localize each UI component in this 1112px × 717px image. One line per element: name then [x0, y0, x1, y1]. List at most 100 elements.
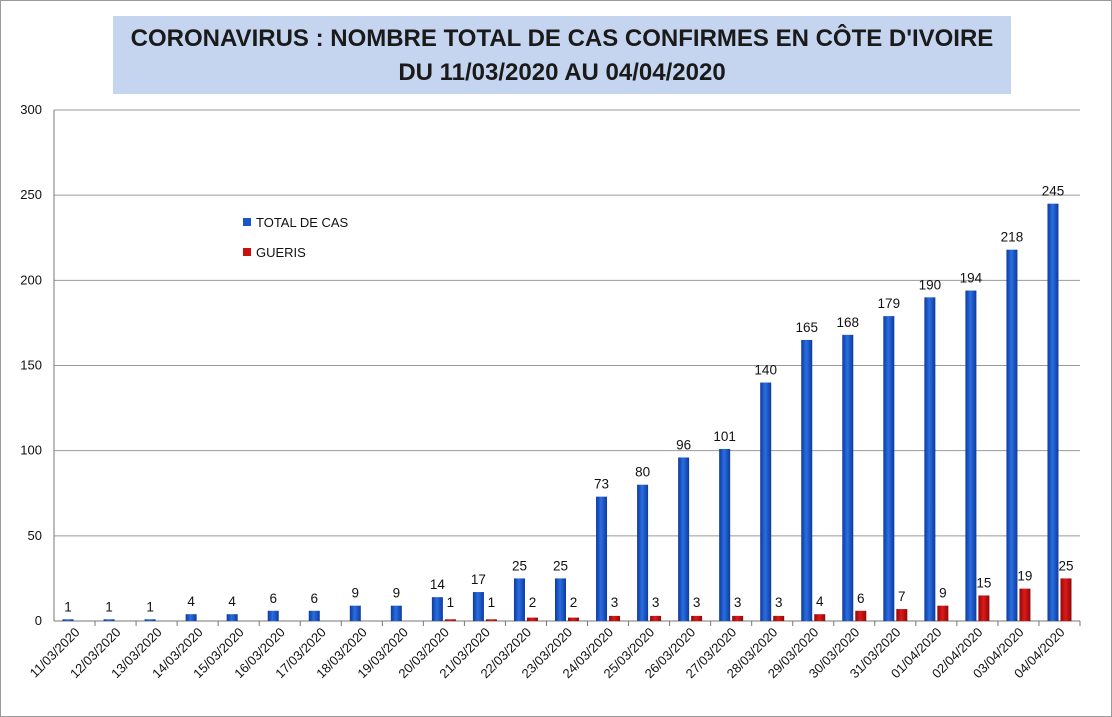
bar-gueris	[732, 615, 744, 621]
data-label-total-de-cas: 9	[393, 586, 401, 601]
data-label-total-de-cas: 4	[228, 594, 236, 609]
data-label-total-de-cas: 14	[430, 577, 446, 592]
data-label-total-de-cas: 1	[64, 599, 72, 614]
bar-total-de-cas	[760, 382, 772, 621]
bar-total-de-cas	[1006, 249, 1018, 621]
data-label-total-de-cas: 25	[553, 558, 568, 573]
x-axis: 11/03/202012/03/202013/03/202014/03/2020…	[27, 621, 1081, 681]
title-line-2: DU 11/03/2020 AU 04/04/2020	[398, 59, 726, 86]
bar-total-de-cas	[472, 592, 484, 621]
data-label-total-de-cas: 168	[837, 315, 860, 330]
y-tick-label: 0	[35, 613, 42, 628]
bar-gueris	[814, 614, 826, 621]
bar-gueris	[609, 615, 621, 621]
chart-title: CORONAVIRUS : NOMBRE TOTAL DE CAS CONFIR…	[113, 16, 1011, 94]
bar-total-de-cas	[965, 290, 977, 621]
data-label-total-de-cas: 190	[919, 277, 942, 292]
bar-gueris	[691, 615, 703, 621]
data-label-total-de-cas: 25	[512, 558, 527, 573]
y-tick-label: 50	[28, 528, 42, 543]
y-tick-label: 300	[20, 102, 42, 117]
legend-swatch	[243, 248, 251, 256]
data-label-total-de-cas: 96	[676, 437, 691, 452]
y-tick-label: 200	[20, 272, 42, 287]
data-label-gueris: 2	[529, 595, 537, 610]
bar-total-de-cas	[267, 610, 279, 621]
bar-gueris	[485, 619, 497, 621]
bar-gueris	[1060, 578, 1072, 621]
data-label-total-de-cas: 245	[1042, 184, 1065, 199]
bar-total-de-cas	[842, 334, 854, 621]
data-label-total-de-cas: 17	[471, 572, 486, 587]
bar-gueris	[896, 609, 908, 621]
data-label-total-de-cas: 6	[311, 591, 319, 606]
data-label-total-de-cas: 6	[269, 591, 277, 606]
bar-gueris	[978, 595, 990, 621]
bar-total-de-cas	[226, 614, 238, 621]
bar-total-de-cas	[513, 578, 525, 621]
legend-label: TOTAL DE CAS	[256, 215, 349, 230]
bar-total-de-cas	[555, 578, 566, 621]
data-label-gueris: 3	[734, 595, 742, 610]
data-label-gueris: 3	[775, 595, 783, 610]
bar-gueris	[1019, 588, 1031, 621]
data-label-total-de-cas: 4	[187, 594, 195, 609]
legend-swatch	[243, 218, 251, 226]
bar-total-de-cas	[431, 597, 443, 621]
legend: TOTAL DE CAS GUERIS	[243, 215, 349, 260]
bars: 1 1 1 4 4 6 6 9 91411712522527338039631013140316…	[62, 184, 1073, 621]
bar-total-de-cas	[349, 605, 361, 621]
bar-total-de-cas	[62, 619, 74, 621]
gridlines	[54, 109, 1080, 622]
data-label-total-de-cas: 179	[878, 296, 901, 311]
data-label-gueris: 1	[447, 595, 455, 610]
data-label-total-de-cas: 1	[105, 599, 113, 614]
data-label-gueris: 1	[488, 595, 496, 610]
data-label-gueris: 3	[611, 595, 619, 610]
bar-total-de-cas	[308, 610, 320, 621]
data-label-total-de-cas: 73	[594, 477, 609, 492]
y-tick-label: 100	[20, 443, 42, 458]
title-line-1: CORONAVIRUS : NOMBRE TOTAL DE CAS CONFIR…	[130, 25, 994, 52]
bar-gueris	[650, 615, 662, 621]
data-label-gueris: 3	[693, 595, 701, 610]
bar-gueris	[937, 605, 949, 621]
y-tick-label: 250	[20, 187, 42, 202]
data-label-total-de-cas: 194	[960, 271, 983, 286]
bar-total-de-cas	[801, 339, 813, 621]
bar-total-de-cas	[924, 297, 936, 621]
bar-total-de-cas	[390, 605, 402, 621]
data-label-gueris: 25	[1058, 558, 1073, 573]
bar-total-de-cas	[1047, 203, 1059, 621]
bar-total-de-cas	[883, 316, 895, 621]
bar-total-de-cas	[637, 484, 649, 621]
data-label-total-de-cas: 9	[352, 586, 360, 601]
data-label-total-de-cas: 80	[635, 465, 650, 480]
bar-gueris	[526, 617, 538, 621]
bar-gueris	[773, 615, 785, 621]
data-label-total-de-cas: 218	[1001, 230, 1024, 245]
data-label-gueris: 6	[857, 591, 865, 606]
data-label-total-de-cas: 140	[754, 363, 777, 378]
data-label-gueris: 15	[976, 575, 991, 590]
data-label-total-de-cas: 165	[795, 320, 818, 335]
y-axis: 0 50 100 150 200 250 300	[20, 102, 55, 628]
bar-total-de-cas	[185, 614, 197, 621]
data-label-gueris: 19	[1017, 569, 1032, 584]
bar-total-de-cas	[144, 619, 156, 621]
data-label-gueris: 3	[652, 595, 660, 610]
bar-total-de-cas	[596, 496, 608, 621]
data-label-total-de-cas: 101	[713, 429, 736, 444]
bar-total-de-cas	[719, 448, 731, 621]
data-label-gueris: 9	[939, 586, 947, 601]
data-label-gueris: 4	[816, 594, 824, 609]
data-label-total-de-cas: 1	[146, 599, 154, 614]
bar-total-de-cas	[103, 619, 115, 621]
y-tick-label: 150	[20, 358, 42, 373]
bar-total-de-cas	[678, 457, 690, 621]
bar-gueris	[855, 610, 867, 621]
data-label-gueris: 2	[570, 595, 578, 610]
data-label-gueris: 7	[898, 589, 906, 604]
legend-label: GUERIS	[256, 245, 306, 260]
